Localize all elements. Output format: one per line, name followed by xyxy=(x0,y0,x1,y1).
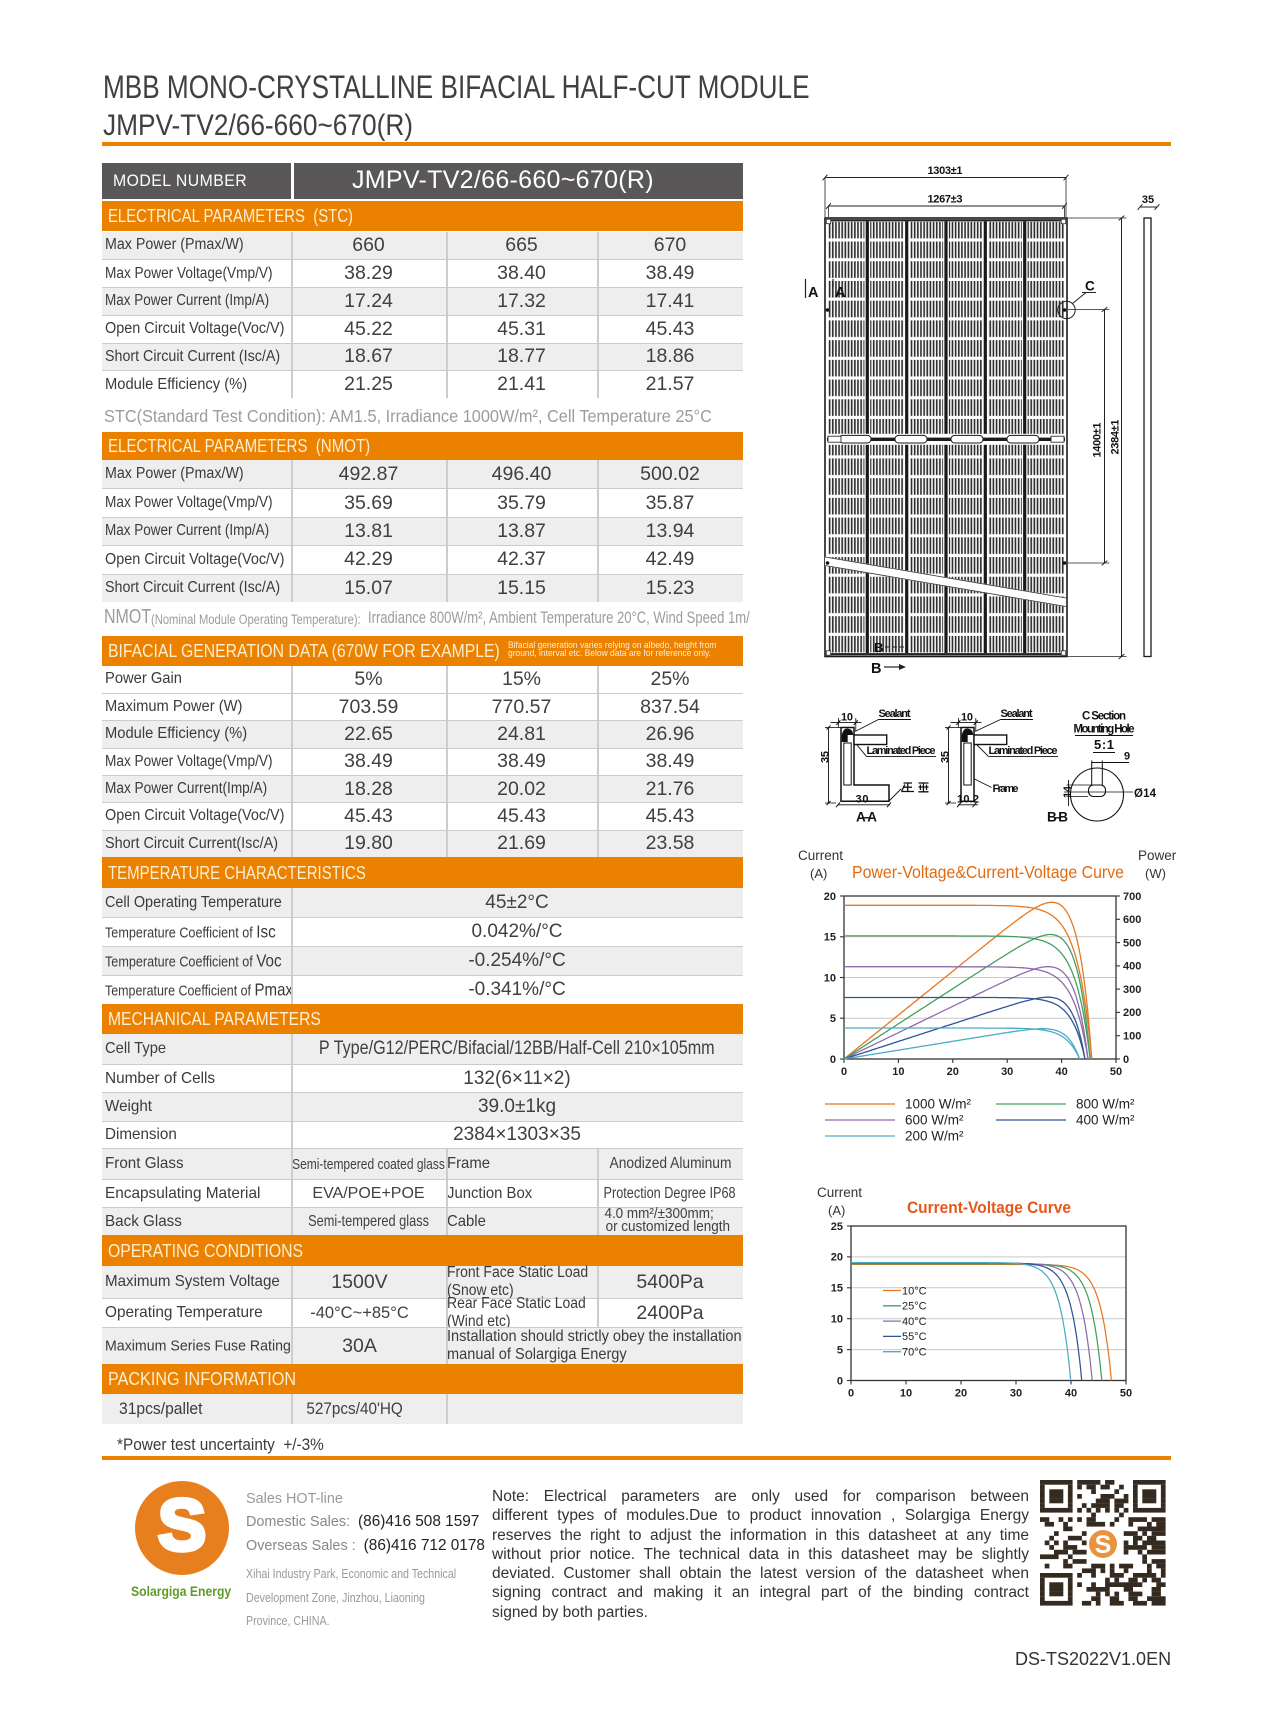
svg-text:Ø14: Ø14 xyxy=(1134,788,1157,800)
svg-text:70°C: 70°C xyxy=(902,1347,927,1359)
svg-text:A: A xyxy=(835,285,846,301)
svg-text:25°C: 25°C xyxy=(902,1301,927,1313)
svg-text:200: 200 xyxy=(1123,1007,1141,1019)
svg-text:15: 15 xyxy=(824,932,836,944)
svg-text:0: 0 xyxy=(830,1054,836,1066)
svg-text:35: 35 xyxy=(820,751,832,763)
svg-text:35: 35 xyxy=(940,751,952,763)
svg-text:Sealant: Sealant xyxy=(879,708,911,720)
svg-text:35: 35 xyxy=(1142,194,1154,206)
svg-text:0: 0 xyxy=(841,1066,847,1078)
svg-text:50: 50 xyxy=(1120,1388,1132,1400)
svg-text:10: 10 xyxy=(900,1388,912,1400)
svg-text:20: 20 xyxy=(955,1388,967,1400)
svg-text:5: 5 xyxy=(837,1344,843,1356)
svg-text:C: C xyxy=(1085,279,1095,294)
svg-text:2384±1: 2384±1 xyxy=(1110,420,1122,455)
svg-text:1303±1: 1303±1 xyxy=(928,165,963,177)
svg-text:500: 500 xyxy=(1123,937,1141,949)
svg-text:0: 0 xyxy=(848,1388,854,1400)
svg-text:5:1: 5:1 xyxy=(1094,737,1114,752)
svg-text:50: 50 xyxy=(1110,1066,1122,1078)
svg-text:Laminated Piece: Laminated Piece xyxy=(867,745,936,757)
svg-text:Sealant: Sealant xyxy=(1001,708,1033,720)
svg-text:700: 700 xyxy=(1123,891,1141,903)
svg-text:10: 10 xyxy=(841,712,853,724)
svg-text:S: S xyxy=(1095,1531,1112,1559)
svg-text:1267±3: 1267±3 xyxy=(928,194,963,206)
svg-text:10: 10 xyxy=(824,972,836,984)
svg-text:30: 30 xyxy=(1001,1066,1013,1078)
svg-text:20: 20 xyxy=(824,891,836,903)
svg-text:20: 20 xyxy=(831,1252,843,1264)
svg-text:10: 10 xyxy=(831,1314,843,1326)
svg-text:14: 14 xyxy=(1062,785,1074,798)
svg-text:9: 9 xyxy=(1124,751,1130,763)
svg-text:Power: Power xyxy=(1138,848,1177,863)
svg-text:B–B: B–B xyxy=(1047,810,1068,825)
svg-text:0: 0 xyxy=(837,1375,843,1387)
svg-text:Power-Voltage&Current-Voltage: Power-Voltage&Current-Voltage Curve xyxy=(852,862,1124,882)
svg-text:Frame: Frame xyxy=(993,783,1019,795)
svg-text:(A): (A) xyxy=(828,1203,845,1218)
svg-text:1000 W/m²: 1000 W/m² xyxy=(905,1097,972,1112)
svg-text:A–A: A–A xyxy=(856,810,877,825)
svg-text:1400±1: 1400±1 xyxy=(1092,423,1104,458)
svg-text:Current: Current xyxy=(817,1185,862,1200)
svg-text:30: 30 xyxy=(1010,1388,1022,1400)
svg-text:B: B xyxy=(874,640,883,655)
svg-text:15: 15 xyxy=(831,1283,843,1295)
svg-text:Current-Voltage Curve: Current-Voltage Curve xyxy=(907,1198,1071,1217)
svg-text:20: 20 xyxy=(947,1066,959,1078)
svg-text:40°C: 40°C xyxy=(902,1316,927,1328)
svg-text:25: 25 xyxy=(831,1221,843,1233)
svg-text:55°C: 55°C xyxy=(902,1331,927,1343)
svg-text:0: 0 xyxy=(1123,1054,1129,1066)
svg-text:800 W/m²: 800 W/m² xyxy=(1076,1097,1135,1112)
svg-text:5: 5 xyxy=(830,1013,836,1025)
svg-text:40: 40 xyxy=(1065,1388,1077,1400)
svg-text:30: 30 xyxy=(856,794,869,806)
svg-text:10: 10 xyxy=(892,1066,904,1078)
svg-text:400: 400 xyxy=(1123,961,1141,973)
svg-text:100: 100 xyxy=(1123,1031,1141,1043)
svg-text:400 W/m²: 400 W/m² xyxy=(1076,1113,1135,1128)
svg-text:300: 300 xyxy=(1123,984,1141,996)
svg-text:200 W/m²: 200 W/m² xyxy=(905,1129,964,1144)
svg-text:10.2: 10.2 xyxy=(957,794,979,806)
svg-text:Mounting Hole: Mounting Hole xyxy=(1074,724,1135,736)
svg-text:10: 10 xyxy=(961,712,973,724)
svg-text:600: 600 xyxy=(1123,914,1141,926)
svg-text:600 W/m²: 600 W/m² xyxy=(905,1113,964,1128)
svg-text:(A): (A) xyxy=(810,866,827,881)
svg-text:Laminated Piece: Laminated Piece xyxy=(989,745,1058,757)
svg-text:40: 40 xyxy=(1055,1066,1067,1078)
svg-text:10°C: 10°C xyxy=(902,1285,927,1297)
svg-text:C Section: C Section xyxy=(1082,711,1126,723)
svg-text:Current: Current xyxy=(798,848,843,863)
svg-text:A: A xyxy=(808,285,819,301)
svg-text:B: B xyxy=(871,661,881,677)
svg-text:(W): (W) xyxy=(1145,866,1166,881)
